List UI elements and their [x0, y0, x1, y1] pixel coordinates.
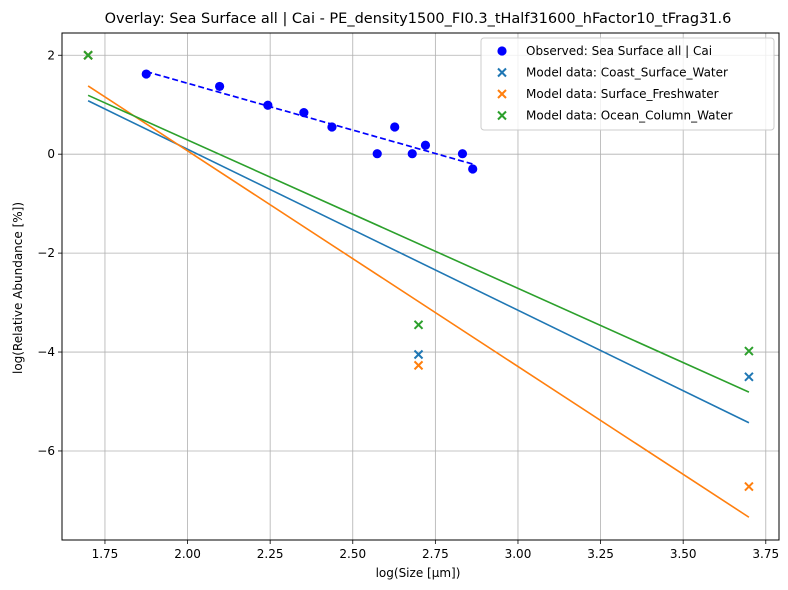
legend-label: Model data: Coast_Surface_Water — [526, 66, 728, 80]
y-tick-label: −6 — [37, 444, 55, 458]
model-point — [744, 372, 754, 382]
observed-point — [407, 149, 417, 159]
x-tick-label: 3.50 — [670, 547, 697, 561]
legend-marker — [497, 110, 507, 121]
y-axis-title: log(Relative Abundance [%]) — [11, 202, 25, 374]
plot-area-frame — [61, 32, 780, 541]
x-tick-label: 2.00 — [174, 547, 201, 561]
fit-line — [146, 70, 473, 165]
observed-point — [457, 149, 468, 159]
observed-point — [468, 164, 478, 174]
chart-title: Overlay: Sea Surface all | Cai - PE_dens… — [105, 11, 732, 27]
observed-point — [420, 140, 431, 150]
x-tick-label: 2.25 — [257, 547, 284, 561]
observed-point — [215, 81, 225, 92]
legend: Observed: Sea Surface all | Cai Model dat… — [480, 37, 775, 131]
y-axis-ticks: −6 −4 −2 0 2 — [37, 48, 62, 458]
x-tick-label: 1.75 — [92, 547, 119, 561]
legend-label: Model data: Ocean_Column_Water — [526, 109, 733, 123]
model-point — [744, 481, 754, 492]
observed-point — [327, 122, 337, 132]
model-point — [83, 50, 93, 60]
x-tick-label: 3.00 — [505, 547, 532, 561]
model-point — [413, 360, 424, 371]
legend-marker — [497, 89, 507, 99]
fit-lines — [87, 70, 750, 518]
x-tick-label: 2.50 — [339, 547, 366, 561]
model-point — [744, 346, 754, 356]
x-tick-label: 2.75 — [422, 547, 449, 561]
legend-marker — [497, 46, 507, 56]
observed-point — [299, 108, 309, 118]
fit-line — [87, 85, 750, 518]
x-tick-label: 3.75 — [752, 547, 779, 561]
legend-label: Observed: Sea Surface all | Cai — [526, 44, 712, 58]
model-point — [413, 320, 424, 330]
fit-line — [87, 94, 750, 393]
legend-box — [480, 37, 775, 131]
y-tick-label: 0 — [47, 147, 55, 161]
y-tick-label: −4 — [37, 345, 55, 359]
x-tick-label: 3.25 — [587, 547, 614, 561]
y-tick-label: −2 — [37, 246, 55, 260]
observed-point — [390, 122, 400, 132]
model-point — [413, 349, 424, 360]
observed-point — [372, 149, 382, 159]
x-axis-ticks: 1.75 2.00 2.25 2.50 2.75 3.00 3.25 3.50 3.75 — [92, 540, 779, 561]
legend-marker — [497, 67, 507, 78]
observed-point — [141, 69, 151, 79]
data-points — [83, 50, 754, 492]
x-axis-title: log(Size [µm]) — [376, 566, 461, 580]
observed-point — [263, 100, 273, 110]
y-tick-label: 2 — [47, 48, 55, 62]
legend-label: Model data: Surface_Freshwater — [526, 87, 719, 101]
fit-line — [87, 100, 750, 424]
